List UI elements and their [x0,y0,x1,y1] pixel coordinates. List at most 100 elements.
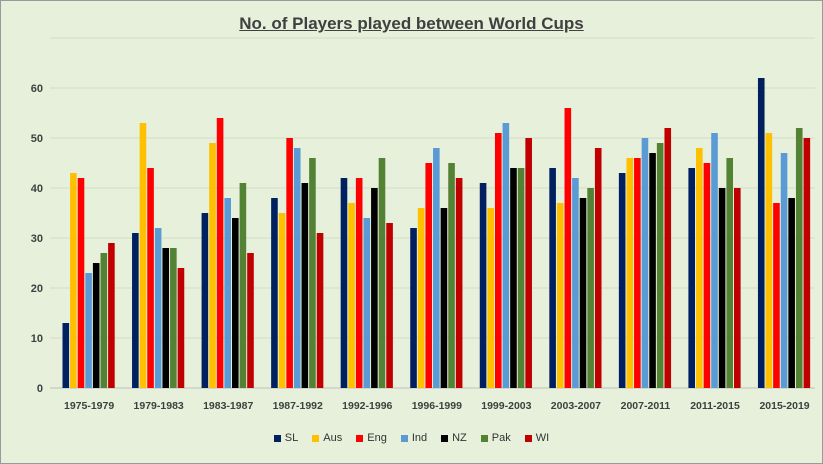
x-tick-label: 2003-2007 [551,400,601,412]
bar-wi-2007-2011 [664,128,672,388]
bar-ind-1999-2003 [502,123,510,388]
x-tick-label: 2011-2015 [690,400,740,412]
bar-eng-2015-2019 [773,203,780,388]
bar-wi-1975-1979 [108,243,115,388]
bar-eng-1987-1992 [286,138,293,388]
bar-wi-1999-2003 [525,138,532,388]
bar-nz-2011-2015 [718,188,726,388]
x-tick-label: 1975-1979 [64,400,114,412]
bar-eng-1992-1996 [355,178,363,388]
bar-sl-1999-2003 [479,183,487,388]
bar-ind-1979-1983 [154,228,162,388]
bar-pak-2007-2011 [656,143,664,388]
x-tick-label: 1996-1999 [412,400,462,412]
legend-swatch [480,434,488,442]
bar-sl-1992-1996 [340,178,348,388]
bar-eng-2011-2015 [703,163,711,388]
x-tick-label: 1979-1983 [134,400,184,412]
bar-nz-2015-2019 [788,198,795,388]
bar-aus-1992-1996 [348,203,355,388]
legend-label: Ind [411,432,428,444]
bar-ind-2015-2019 [780,153,788,388]
legend-swatch [356,434,364,442]
bar-nz-1996-1999 [440,208,448,388]
bar-ind-2003-2007 [572,178,579,388]
legend-swatch [441,434,449,442]
bar-pak-1979-1983 [170,248,177,388]
legend-label: Eng [367,432,387,444]
bar-sl-1975-1979 [62,323,70,388]
legend-item-nz: NZ [441,432,467,444]
bar-eng-2003-2007 [564,108,572,388]
legend-item-pak: Pak [480,432,511,444]
legend-item-sl: SL [273,432,299,444]
bar-ind-1996-1999 [433,148,440,388]
bar-aus-1979-1983 [139,123,147,388]
bar-nz-1987-1992 [301,183,309,388]
bar-nz-1992-1996 [371,188,378,388]
bar-eng-1983-1987 [216,118,224,388]
legend-label: SL [284,432,299,444]
y-tick-label: 60 [31,83,43,95]
bar-wi-2003-2007 [594,148,602,388]
bar-aus-2011-2015 [696,148,703,388]
bar-sl-2015-2019 [757,78,765,388]
bar-nz-1975-1979 [92,263,100,388]
x-tick-label: 2015-2019 [759,400,809,412]
bar-nz-1999-2003 [510,168,517,388]
bar-wi-1996-1999 [455,178,463,388]
x-tick-label: 1983-1987 [203,400,253,412]
bar-aus-2015-2019 [765,133,773,388]
y-tick-label: 40 [31,183,43,195]
bar-sl-2003-2007 [549,168,556,388]
bar-aus-1996-1999 [417,208,425,388]
legend-label: Aus [323,432,343,444]
bar-nz-1979-1983 [162,248,170,388]
legend-label: Pak [491,432,511,444]
bar-sl-1979-1983 [132,233,139,388]
bar-ind-1992-1996 [363,218,371,388]
bar-nz-2007-2011 [649,153,656,388]
legend-item-wi: WI [524,432,549,444]
bar-eng-2007-2011 [634,158,641,388]
legend-swatch [312,434,320,442]
bar-pak-1992-1996 [378,158,386,388]
bar-pak-1983-1987 [239,183,247,388]
y-tick-label: 10 [31,333,43,345]
bar-sl-2007-2011 [618,173,626,388]
bar-eng-1999-2003 [494,133,502,388]
x-tick-label: 2007-2011 [621,400,671,412]
bar-pak-1996-1999 [448,163,455,388]
bar-aus-2003-2007 [556,203,564,388]
bar-eng-1996-1999 [425,163,433,388]
legend-swatch [273,434,281,442]
bar-pak-1999-2003 [517,168,525,388]
bar-wi-1992-1996 [386,223,393,388]
bar-ind-1975-1979 [85,273,92,388]
bar-sl-1996-1999 [410,228,417,388]
bar-pak-1975-1979 [100,253,108,388]
legend-item-aus: Aus [312,432,342,444]
bar-pak-2011-2015 [726,158,734,388]
bar-pak-2015-2019 [795,128,803,388]
bar-aus-1987-1992 [278,213,286,388]
bar-ind-1983-1987 [224,198,231,388]
bar-ind-2007-2011 [641,138,649,388]
bar-sl-2011-2015 [688,168,696,388]
bar-wi-2011-2015 [734,188,741,388]
bar-ind-2011-2015 [711,133,718,388]
bar-sl-1987-1992 [271,198,278,388]
legend-swatch [400,434,408,442]
bar-pak-2003-2007 [587,188,594,388]
bar-ind-1987-1992 [293,148,301,388]
bar-aus-1999-2003 [487,208,494,388]
chart-title: No. of Players played between World Cups [239,14,584,33]
bar-aus-1975-1979 [70,173,77,388]
legend-label: NZ [452,432,467,444]
bar-aus-2007-2011 [626,158,634,388]
bar-aus-1983-1987 [209,143,216,388]
bar-sl-1983-1987 [201,213,209,388]
bar-nz-1983-1987 [231,218,239,388]
bar-wi-1983-1987 [247,253,254,388]
